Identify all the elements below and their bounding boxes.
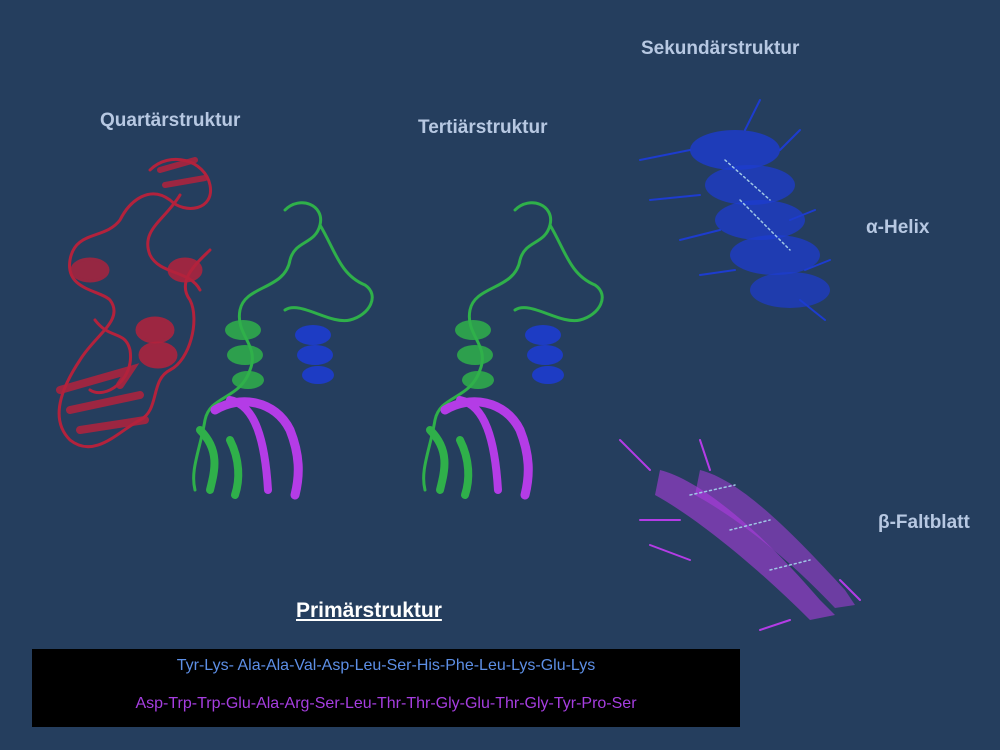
primary-structure-label: Primärstruktur — [296, 599, 442, 622]
sequence-box: Tyr-Lys- Ala-Ala-Val-Asp-Leu-Ser-His-Phe… — [32, 649, 740, 727]
quaternary-tertiary-copy — [192, 201, 374, 500]
tertiary-structure — [422, 201, 604, 500]
alpha-helix-model — [639, 99, 831, 321]
quaternary-structure-label: Quartärstruktur — [100, 110, 241, 131]
tertiary-structure-label: Tertiärstruktur — [418, 117, 548, 138]
beta-sheet-label: β-Faltblatt — [878, 512, 970, 533]
sequence-line-1: Tyr-Lys- Ala-Ala-Val-Asp-Leu-Ser-His-Phe… — [176, 657, 596, 674]
sequence-line-2: Asp-Trp-Trp-Glu-Ala-Arg-Ser-Leu-Thr-Thr-… — [135, 695, 637, 712]
beta-sheet-model — [619, 439, 861, 631]
red-subunit — [56, 157, 212, 449]
alpha-helix-label: α-Helix — [866, 217, 930, 238]
secondary-structure-label: Sekundärstruktur — [641, 38, 800, 59]
